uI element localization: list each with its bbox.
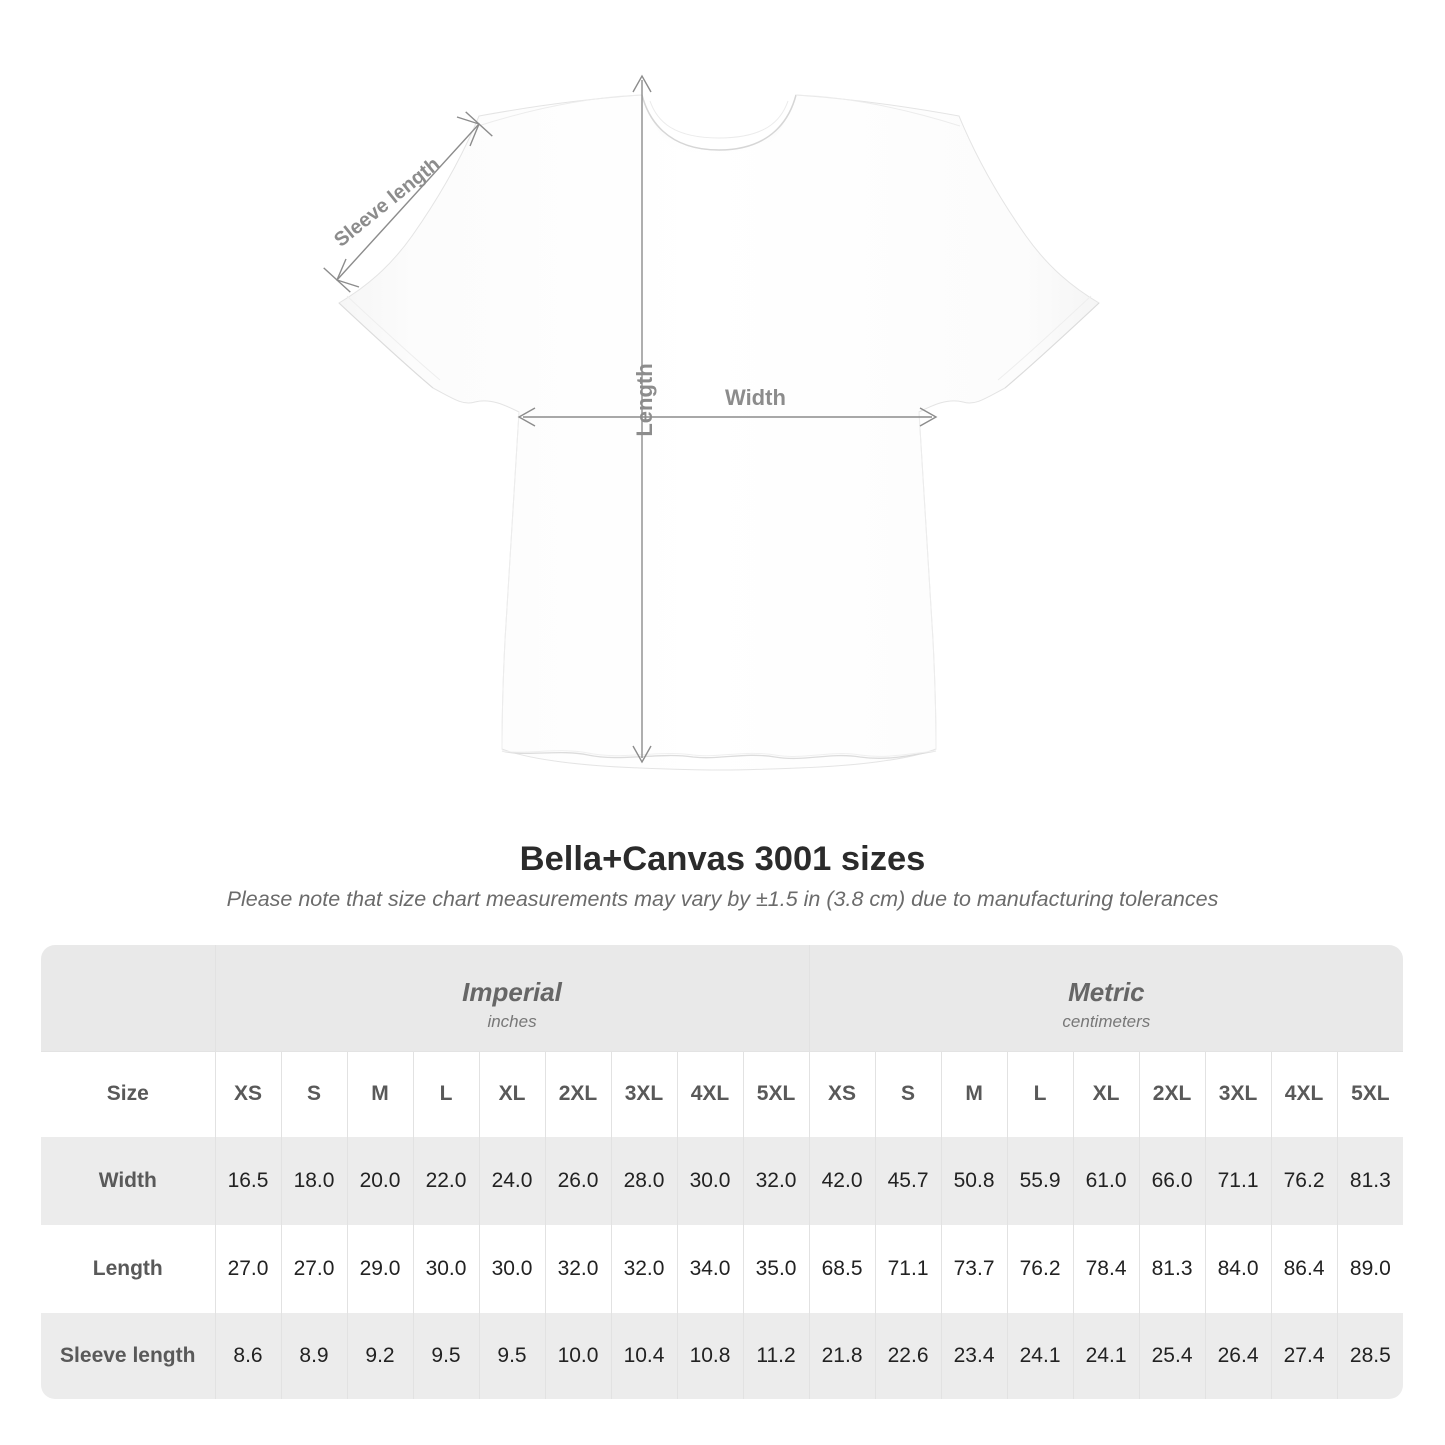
svg-text:Length: Length [632, 363, 657, 436]
svg-text:Width: Width [725, 385, 786, 410]
